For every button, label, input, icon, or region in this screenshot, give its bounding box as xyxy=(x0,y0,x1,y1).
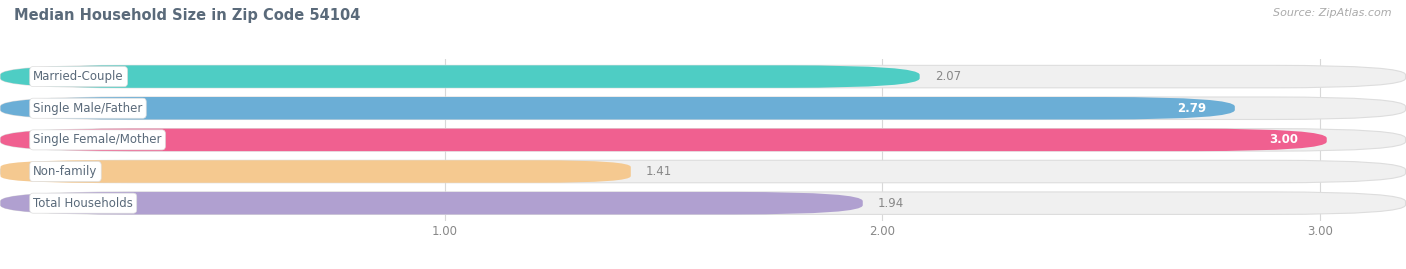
Text: 1.41: 1.41 xyxy=(647,165,672,178)
Text: Single Female/Mother: Single Female/Mother xyxy=(34,133,162,146)
FancyBboxPatch shape xyxy=(0,192,1406,214)
Text: 1.94: 1.94 xyxy=(879,197,904,210)
Text: 3.00: 3.00 xyxy=(1270,133,1298,146)
Text: Median Household Size in Zip Code 54104: Median Household Size in Zip Code 54104 xyxy=(14,8,360,23)
FancyBboxPatch shape xyxy=(0,97,1406,119)
Text: 2.79: 2.79 xyxy=(1177,102,1206,115)
FancyBboxPatch shape xyxy=(0,97,1234,119)
Text: Single Male/Father: Single Male/Father xyxy=(34,102,142,115)
Text: Source: ZipAtlas.com: Source: ZipAtlas.com xyxy=(1274,8,1392,18)
FancyBboxPatch shape xyxy=(0,160,1406,183)
FancyBboxPatch shape xyxy=(0,65,920,88)
Text: Total Households: Total Households xyxy=(34,197,134,210)
FancyBboxPatch shape xyxy=(0,129,1327,151)
FancyBboxPatch shape xyxy=(0,129,1406,151)
FancyBboxPatch shape xyxy=(0,160,631,183)
Text: 2.07: 2.07 xyxy=(935,70,962,83)
Text: Married-Couple: Married-Couple xyxy=(34,70,124,83)
Text: Non-family: Non-family xyxy=(34,165,97,178)
FancyBboxPatch shape xyxy=(0,65,1406,88)
FancyBboxPatch shape xyxy=(0,192,863,214)
